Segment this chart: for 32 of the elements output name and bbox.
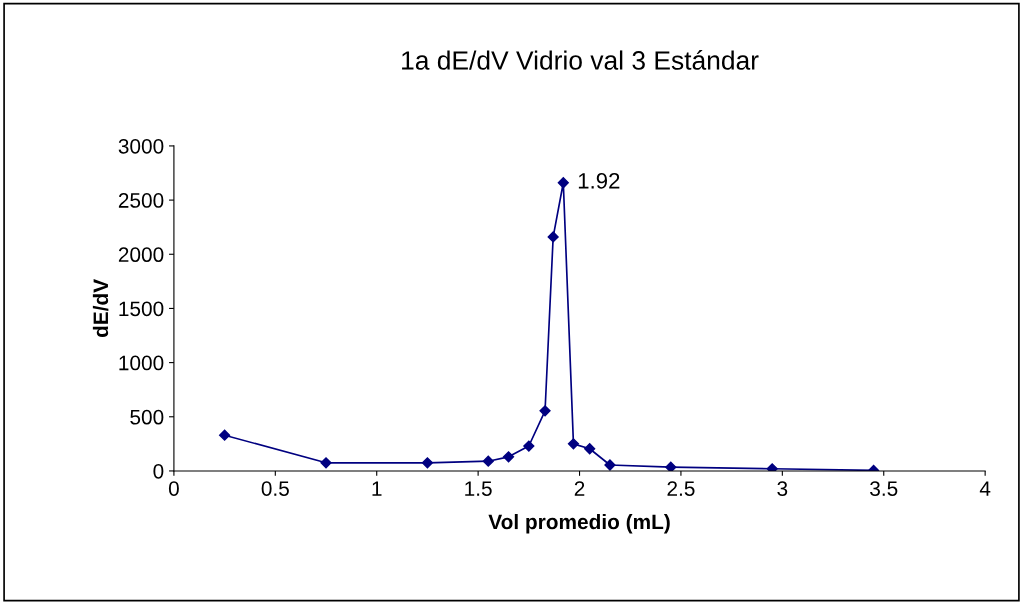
chart-title: 1a dE/dV Vidrio val 3 Estándar xyxy=(402,50,759,70)
point xyxy=(539,405,551,417)
x-tick-label: 0 xyxy=(168,481,179,496)
point xyxy=(584,443,596,455)
x-tick-label: 3.5 xyxy=(870,481,898,496)
y-axis-title: dE/dV xyxy=(92,279,109,338)
annotation: 1.92 xyxy=(578,172,620,189)
point xyxy=(421,457,434,469)
point xyxy=(557,177,569,189)
y-tick-label: 0 xyxy=(153,463,164,479)
point xyxy=(482,455,494,467)
point xyxy=(523,440,535,452)
y-tick-label: 2500 xyxy=(118,193,164,208)
y-tick-label: 3000 xyxy=(118,138,164,154)
y-tick-label: 1000 xyxy=(119,355,164,371)
x-tick-label: 0.5 xyxy=(261,481,289,496)
x-axis-title: Vol promedio (mL) xyxy=(488,513,670,534)
x-tick-label: 4 xyxy=(979,481,991,496)
x-tick-label: 1.5 xyxy=(465,481,492,496)
point xyxy=(567,438,580,450)
point xyxy=(665,461,677,471)
y-tick-label: 2000 xyxy=(118,247,164,263)
point xyxy=(547,231,559,243)
x-tick-label: 1 xyxy=(372,481,382,496)
x-tick-label: 2 xyxy=(574,481,585,496)
y-tick-label: 500 xyxy=(130,409,164,425)
y-tick-label: 1500 xyxy=(119,301,164,317)
point xyxy=(219,429,231,441)
x-tick-label: 2.5 xyxy=(667,481,695,496)
x-tick-label: 3 xyxy=(777,481,788,496)
point xyxy=(320,457,332,469)
point xyxy=(502,451,515,463)
